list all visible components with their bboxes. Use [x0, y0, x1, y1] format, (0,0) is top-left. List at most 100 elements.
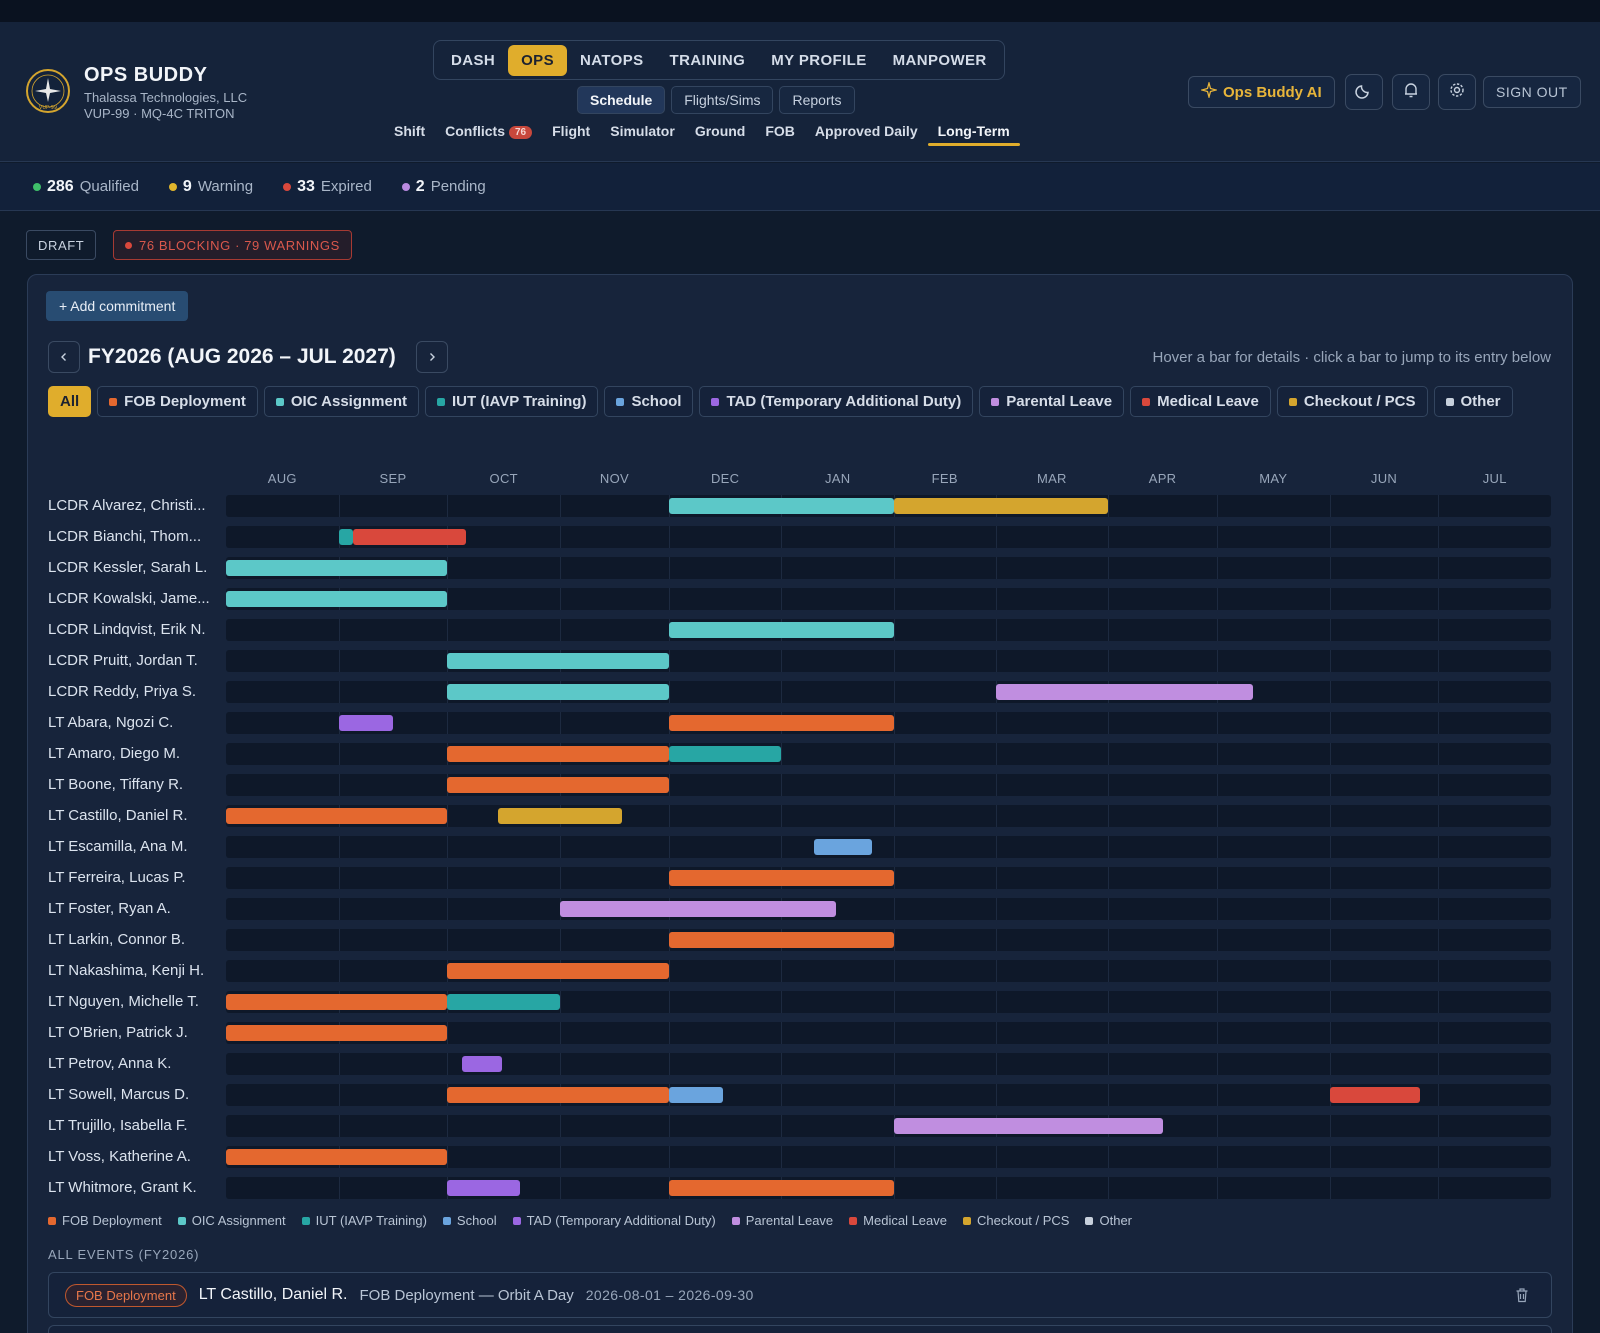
filter-school[interactable]: School: [604, 386, 694, 417]
commitment-bar-school[interactable]: [668, 1087, 724, 1103]
month-gridline: [893, 619, 895, 641]
commitment-bar-fob[interactable]: [226, 1025, 448, 1041]
commitment-bar-medical[interactable]: [353, 529, 466, 545]
month-gridline: [893, 836, 895, 858]
commitment-bar-fob[interactable]: [447, 963, 669, 979]
commitment-bar-fob[interactable]: [668, 932, 894, 948]
month-gridline: [1329, 1146, 1331, 1168]
month-gridline: [1438, 712, 1440, 734]
ops-buddy-ai-button[interactable]: Ops Buddy AI: [1188, 76, 1335, 108]
month-gridline: [1108, 526, 1110, 548]
month-gridline: [668, 960, 670, 982]
commitment-bar-pcs[interactable]: [498, 808, 622, 824]
conflicts-summary-badge[interactable]: 76 BLOCKING · 79 WARNINGS: [113, 230, 352, 260]
tab-reports[interactable]: Reports: [779, 86, 855, 114]
commitment-bar-fob[interactable]: [447, 1087, 669, 1103]
filter-pcs[interactable]: Checkout / PCS: [1276, 386, 1428, 417]
notifications-button[interactable]: [1392, 74, 1430, 110]
commitment-bar-fob[interactable]: [447, 777, 669, 793]
tab-simulator[interactable]: Simulator: [600, 120, 685, 142]
filter-fob[interactable]: FOB Deployment: [97, 386, 258, 417]
commitment-bar-fob[interactable]: [226, 808, 448, 824]
month-gridline: [893, 526, 895, 548]
filter-all[interactable]: All: [48, 386, 92, 417]
month-gridline: [447, 867, 449, 889]
status-label: Expired: [320, 178, 372, 195]
commitment-bar-school[interactable]: [814, 839, 873, 855]
commitment-bar-oic[interactable]: [226, 591, 448, 607]
event-row[interactable]: FOB Deployment LT Castillo, Daniel R. FO…: [48, 1272, 1552, 1318]
moon-icon: [1355, 81, 1373, 104]
theme-toggle-button[interactable]: [1345, 74, 1383, 110]
sparkle-icon: [1199, 80, 1219, 102]
month-gridline: [995, 588, 997, 610]
month-gridline: [668, 1053, 670, 1075]
nav-dash[interactable]: DASH: [451, 51, 496, 69]
month-gridline: [338, 960, 340, 982]
month-label: MAY: [1259, 471, 1288, 486]
commitment-bar-tad[interactable]: [461, 1056, 502, 1072]
month-gridline: [338, 1115, 340, 1137]
filter-parental[interactable]: Parental Leave: [979, 386, 1125, 417]
tab-flights-sims[interactable]: Flights/Sims: [671, 86, 774, 114]
commitment-bar-oic[interactable]: [447, 653, 669, 669]
commitment-bar-iut[interactable]: [668, 746, 782, 762]
commitment-bar-parental[interactable]: [893, 1118, 1163, 1134]
filter-medical[interactable]: Medical Leave: [1130, 386, 1271, 417]
month-gridline: [995, 619, 997, 641]
commitment-bar-medical[interactable]: [1329, 1087, 1421, 1103]
sign-out-button[interactable]: SIGN OUT: [1483, 76, 1581, 108]
commitment-bar-oic[interactable]: [447, 684, 669, 700]
commitment-bar-fob[interactable]: [447, 746, 669, 762]
filter-iut[interactable]: IUT (IAVP Training): [425, 386, 599, 417]
legend-school: School: [442, 1213, 497, 1228]
filter-oic[interactable]: OIC Assignment: [263, 386, 419, 417]
legend-swatch-icon: [48, 1216, 56, 1225]
tab-conflicts[interactable]: Conflicts 76: [435, 120, 542, 142]
commitment-bar-iut[interactable]: [447, 994, 560, 1010]
nav-manpower[interactable]: MANPOWER: [892, 51, 987, 69]
commitment-bar-tad[interactable]: [447, 1180, 521, 1196]
commitment-bar-pcs[interactable]: [893, 498, 1109, 514]
commitment-bar-oic[interactable]: [668, 498, 894, 514]
event-row[interactable]: [48, 1325, 1552, 1333]
commitment-bar-fob[interactable]: [668, 870, 894, 886]
commitment-bar-fob[interactable]: [668, 1180, 894, 1196]
commitment-bar-fob[interactable]: [226, 994, 448, 1010]
category-swatch-icon: [1288, 397, 1297, 406]
commitment-bar-fob[interactable]: [226, 1149, 448, 1165]
commitment-bar-parental[interactable]: [995, 684, 1254, 700]
filter-tad[interactable]: TAD (Temporary Additional Duty): [699, 386, 974, 417]
filter-other[interactable]: Other: [1433, 386, 1513, 417]
tab-fob[interactable]: FOB: [755, 120, 805, 142]
legend-iut: IUT (IAVP Training): [301, 1213, 427, 1228]
commitment-bar-oic[interactable]: [226, 560, 448, 576]
nav-ops[interactable]: OPS: [508, 44, 567, 76]
nav-natops[interactable]: NATOPS: [580, 51, 644, 69]
commitment-bar-oic[interactable]: [668, 622, 894, 638]
commitment-bar-iut[interactable]: [338, 529, 354, 545]
month-gridline: [893, 650, 895, 672]
nav-my-profile[interactable]: MY PROFILE: [771, 51, 867, 69]
qualification-status-bar: 286 Qualified 9 Warning 33 Expired 2 Pending: [0, 163, 1600, 211]
commitment-bar-tad[interactable]: [338, 715, 393, 731]
legend-label: Checkout / PCS: [976, 1213, 1070, 1228]
settings-button[interactable]: [1438, 74, 1476, 110]
nav-training[interactable]: TRAINING: [669, 51, 746, 69]
trash-icon[interactable]: [1515, 1287, 1529, 1308]
add-commitment-button[interactable]: + Add commitment: [46, 291, 189, 321]
month-gridline: [447, 557, 449, 579]
tab-long-term[interactable]: Long-Term: [927, 120, 1020, 146]
month-gridline: [668, 526, 670, 548]
commitment-bar-fob[interactable]: [668, 715, 894, 731]
tab-shift[interactable]: Shift: [384, 120, 435, 142]
tab-schedule[interactable]: Schedule: [577, 86, 666, 114]
tab-ground[interactable]: Ground: [685, 120, 756, 142]
tab-approved-daily[interactable]: Approved Daily: [805, 120, 928, 142]
next-year-button[interactable]: [416, 341, 448, 373]
prev-year-button[interactable]: [48, 341, 80, 373]
legend-medical: Medical Leave: [849, 1213, 947, 1228]
commitment-bar-parental[interactable]: [559, 901, 836, 917]
month-gridline: [447, 929, 449, 951]
tab-flight[interactable]: Flight: [542, 120, 600, 142]
